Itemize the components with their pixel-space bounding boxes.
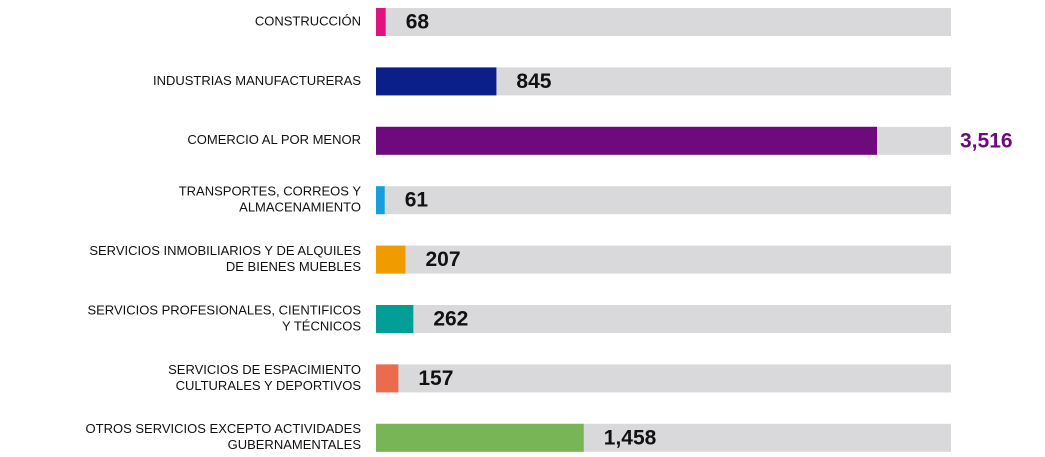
category-label: CONSTRUCCIÓN	[255, 13, 361, 28]
bar	[376, 186, 385, 215]
value-label: 68	[406, 11, 430, 34]
value-label: 1,458	[604, 426, 657, 449]
category-label: ALMACENAMIENTO	[239, 200, 361, 215]
value-label: 3,516	[960, 129, 1013, 152]
category-label: CULTURALES Y DEPORTIVOS	[176, 378, 362, 393]
bar	[376, 364, 399, 393]
category-label: TRANSPORTES, CORREOS Y	[179, 184, 362, 199]
track	[376, 8, 951, 36]
bar	[376, 423, 584, 452]
category-label: SERVICIOS PROFESIONALES, CIENTIFICOS	[87, 302, 361, 317]
bar	[376, 245, 406, 274]
value-label: 207	[425, 248, 460, 271]
bar	[376, 67, 497, 96]
bar	[376, 305, 414, 333]
bar	[376, 126, 878, 155]
category-label: SERVICIOS DE ESPACIMIENTO	[168, 362, 361, 377]
category-label: INDUSTRIAS MANUFACTURERAS	[153, 73, 361, 88]
value-label: 262	[433, 308, 468, 331]
value-label: 157	[418, 367, 453, 390]
category-label: DE BIENES MUEBLES	[226, 259, 361, 274]
value-label: 61	[405, 189, 429, 212]
category-label: OTROS SERVICIOS EXCEPTO ACTIVIDADES	[86, 421, 362, 436]
track	[376, 245, 951, 274]
track	[376, 305, 951, 333]
track	[376, 364, 951, 393]
category-label: SERVICIOS INMOBILIARIOS Y DE ALQUILES	[89, 243, 361, 258]
track	[376, 186, 951, 215]
category-label: COMERCIO AL POR MENOR	[187, 132, 361, 147]
value-label: 845	[516, 70, 551, 93]
category-label: GUBERNAMENTALES	[228, 437, 362, 452]
bar	[376, 8, 386, 36]
category-label: Y TÉCNICOS	[282, 318, 361, 333]
